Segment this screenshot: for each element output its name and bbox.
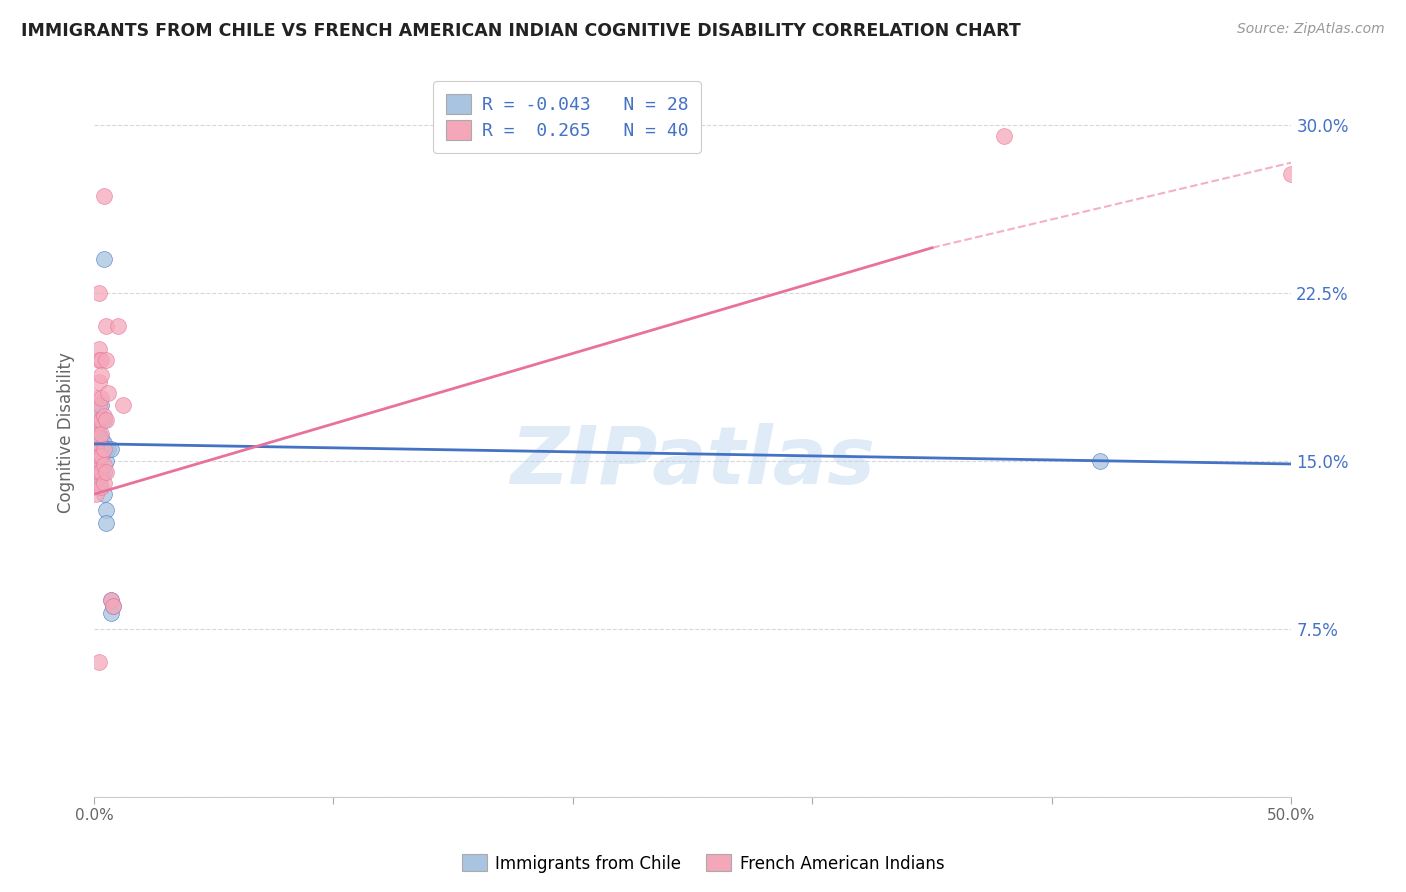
Point: [107, 319, 129, 334]
Point: [90, 426, 112, 441]
Point: [86, 442, 108, 457]
Point: [90, 368, 112, 383]
Point: [86, 458, 108, 472]
Point: [94, 442, 117, 457]
Point: [90, 391, 112, 405]
Point: [100, 592, 122, 607]
Point: [1279, 167, 1302, 181]
Point: [87, 475, 110, 490]
Text: ZIPatlas: ZIPatlas: [510, 423, 875, 500]
Point: [94, 453, 117, 467]
Point: [93, 413, 115, 427]
Point: [90, 469, 112, 483]
Point: [87, 342, 110, 356]
Point: [86, 487, 108, 501]
Point: [86, 442, 108, 457]
Point: [94, 465, 117, 479]
Point: [90, 449, 112, 463]
Point: [87, 435, 110, 450]
Text: Source: ZipAtlas.com: Source: ZipAtlas.com: [1237, 22, 1385, 37]
Point: [87, 375, 110, 389]
Point: [93, 475, 115, 490]
Point: [93, 458, 115, 472]
Point: [100, 442, 122, 457]
Point: [101, 599, 124, 614]
Point: [90, 398, 112, 412]
Point: [86, 420, 108, 434]
Point: [86, 471, 108, 485]
Point: [87, 352, 110, 367]
Point: [100, 606, 122, 620]
Point: [97, 442, 120, 457]
Point: [87, 655, 110, 669]
Point: [94, 352, 117, 367]
Point: [90, 449, 112, 463]
Point: [94, 503, 117, 517]
Legend: Immigrants from Chile, French American Indians: Immigrants from Chile, French American I…: [456, 847, 950, 880]
Point: [87, 409, 110, 423]
Point: [93, 442, 115, 457]
Point: [87, 458, 110, 472]
Point: [90, 352, 112, 367]
Point: [90, 465, 112, 479]
Point: [90, 442, 112, 457]
Point: [87, 426, 110, 441]
Point: [86, 391, 108, 405]
Y-axis label: Cognitive Disability: Cognitive Disability: [58, 352, 75, 513]
Point: [87, 431, 110, 445]
Point: [94, 413, 117, 427]
Point: [93, 435, 115, 450]
Point: [86, 420, 108, 434]
Point: [86, 453, 108, 467]
Point: [93, 409, 115, 423]
Point: [87, 398, 110, 412]
Point: [100, 592, 122, 607]
Point: [94, 319, 117, 334]
Point: [90, 431, 112, 445]
Point: [90, 413, 112, 427]
Point: [111, 398, 134, 412]
Point: [97, 386, 120, 401]
Point: [87, 465, 110, 479]
Point: [993, 128, 1015, 143]
Point: [93, 189, 115, 203]
Point: [93, 487, 115, 501]
Point: [1088, 453, 1111, 467]
Text: IMMIGRANTS FROM CHILE VS FRENCH AMERICAN INDIAN COGNITIVE DISABILITY CORRELATION: IMMIGRANTS FROM CHILE VS FRENCH AMERICAN…: [21, 22, 1021, 40]
Point: [93, 252, 115, 266]
Point: [87, 285, 110, 300]
Point: [90, 481, 112, 495]
Point: [94, 516, 117, 531]
Legend: R = -0.043   N = 28, R =  0.265   N = 40: R = -0.043 N = 28, R = 0.265 N = 40: [433, 81, 702, 153]
Point: [101, 599, 124, 614]
Point: [87, 449, 110, 463]
Point: [87, 413, 110, 427]
Point: [93, 465, 115, 479]
